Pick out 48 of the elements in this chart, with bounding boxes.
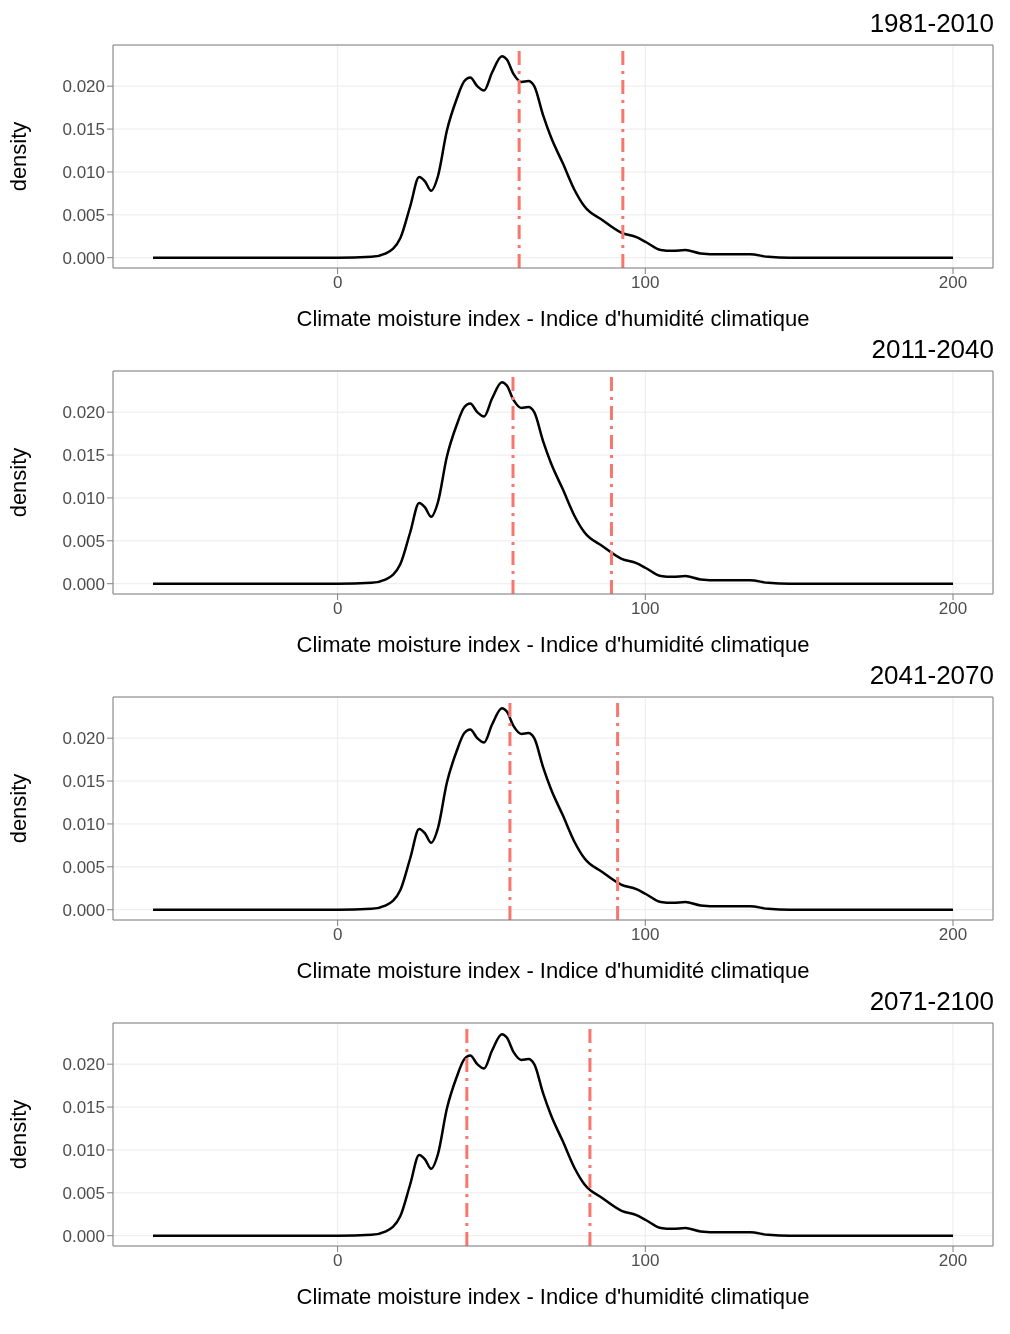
x-axis-title: Climate moisture index - Indice d'humidité climatique bbox=[296, 1284, 810, 1309]
y-tick-label: 0.005 bbox=[62, 1183, 105, 1203]
y-tick-label: 0.005 bbox=[62, 205, 105, 225]
line-series bbox=[151, 1032, 955, 1237]
x-tick-label: 0 bbox=[332, 599, 343, 619]
y-tick-label: 0.000 bbox=[62, 1226, 105, 1246]
y-axis-title: density bbox=[5, 121, 31, 192]
chart-title: 2041-2070 bbox=[868, 660, 995, 690]
y-tick-label: 0.020 bbox=[62, 77, 105, 97]
y-tick-label: 0.015 bbox=[62, 1098, 105, 1118]
y-axis-title: density bbox=[5, 773, 31, 844]
x-tick-label: 200 bbox=[938, 599, 968, 619]
x-tick-label: 200 bbox=[938, 273, 968, 293]
x-tick-label: 0 bbox=[332, 925, 343, 945]
x-tick-label: 200 bbox=[938, 1251, 968, 1271]
x-tick-label: 0 bbox=[332, 273, 343, 293]
y-axis-title: density bbox=[5, 1099, 31, 1170]
x-tick-label: 200 bbox=[938, 925, 968, 945]
y-tick-label: 0.000 bbox=[62, 248, 105, 268]
line-series bbox=[151, 54, 955, 259]
y-tick-label: 0.010 bbox=[62, 1140, 105, 1160]
chart-title: 2071-2100 bbox=[868, 986, 995, 1016]
y-tick-label: 0.000 bbox=[62, 900, 105, 920]
chart-title: 1981-2010 bbox=[868, 8, 995, 38]
y-tick-label: 0.005 bbox=[62, 857, 105, 877]
y-tick-label: 0.010 bbox=[62, 162, 105, 182]
y-tick-label: 0.020 bbox=[62, 403, 105, 423]
y-tick-label: 0.000 bbox=[62, 574, 105, 594]
chart-title: 2011-2040 bbox=[870, 334, 995, 364]
y-tick-label: 0.020 bbox=[62, 1055, 105, 1075]
x-tick-label: 0 bbox=[332, 1251, 343, 1271]
y-tick-label: 0.015 bbox=[62, 446, 105, 466]
x-tick-label: 100 bbox=[631, 1251, 660, 1271]
x-tick-label: 100 bbox=[631, 925, 660, 945]
x-axis-title: Climate moisture index - Indice d'humidité climatique bbox=[296, 632, 810, 657]
line-series bbox=[151, 380, 955, 585]
y-tick-label: 0.005 bbox=[62, 531, 105, 551]
x-tick-label: 100 bbox=[631, 599, 660, 619]
x-tick-label: 100 bbox=[631, 273, 660, 293]
y-tick-label: 0.010 bbox=[62, 814, 105, 834]
y-tick-label: 0.015 bbox=[62, 772, 105, 792]
y-axis-title: density bbox=[5, 447, 31, 518]
y-tick-label: 0.020 bbox=[62, 729, 105, 749]
y-tick-label: 0.015 bbox=[62, 120, 105, 140]
x-axis-title: Climate moisture index - Indice d'humidité climatique bbox=[296, 306, 810, 331]
y-tick-label: 0.010 bbox=[62, 488, 105, 508]
line-series bbox=[151, 706, 955, 911]
x-axis-title: Climate moisture index - Indice d'humidité climatique bbox=[296, 958, 810, 983]
